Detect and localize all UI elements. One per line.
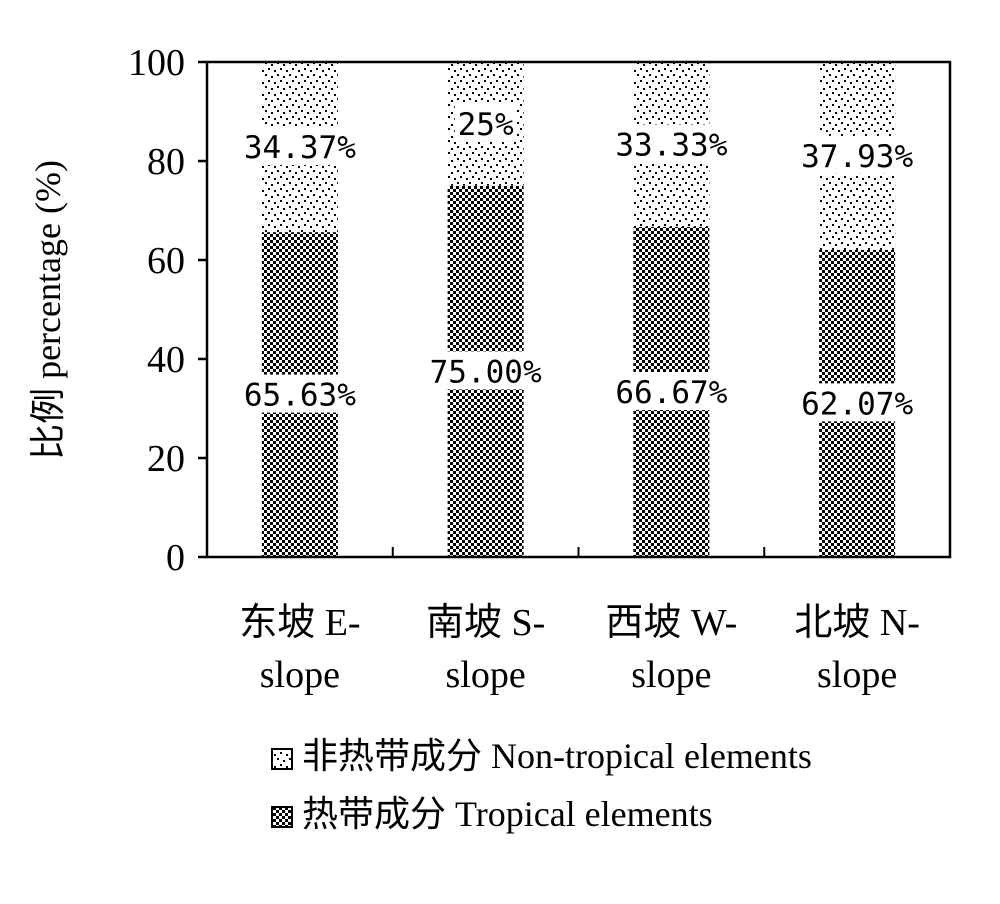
data-label-background: [454, 103, 517, 142]
data-label-non-tropical-4: 37.93%: [801, 139, 913, 175]
legend-swatch-tropical: [271, 806, 293, 828]
category-label-4: 北坡 N-slope: [794, 602, 920, 696]
y-tick-label-0: 0: [166, 537, 185, 579]
legend-label-tropical: 热带成分 Tropical elements: [302, 794, 713, 834]
y-tick-label-40: 40: [147, 339, 185, 381]
data-label-background: [798, 135, 916, 174]
legend-label-non-tropical: 非热带成分 Non-tropical elements: [302, 736, 812, 776]
category-label-3: 西坡 W-slope: [605, 602, 737, 696]
data-label-tropical-1: 65.63%: [244, 378, 356, 414]
data-label-background: [241, 374, 359, 413]
data-label-tropical-4: 62.07%: [801, 386, 913, 422]
y-axis-label: 比例 percentage (%): [28, 160, 68, 460]
legend-swatch-non-tropical: [271, 748, 293, 770]
data-label-background: [241, 127, 359, 166]
y-tick-label-60: 60: [147, 240, 185, 282]
data-label-tropical-2: 75.00%: [430, 354, 542, 390]
data-label-background: [426, 351, 545, 390]
category-label-1: 东坡 E-slope: [239, 602, 360, 696]
data-label-background: [612, 124, 731, 163]
y-tick-label-100: 100: [128, 42, 185, 84]
data-label-background: [612, 371, 731, 410]
data-label-background: [798, 383, 916, 422]
data-label-non-tropical-1: 34.37%: [244, 130, 356, 166]
data-label-non-tropical-3: 33.33%: [615, 127, 727, 163]
y-tick-label-20: 20: [147, 438, 185, 480]
data-label-tropical-3: 66.67%: [615, 375, 727, 411]
y-tick-label-80: 80: [147, 141, 185, 183]
category-label-2: 南坡 S-slope: [426, 602, 545, 696]
data-label-non-tropical-2: 25%: [458, 107, 514, 143]
